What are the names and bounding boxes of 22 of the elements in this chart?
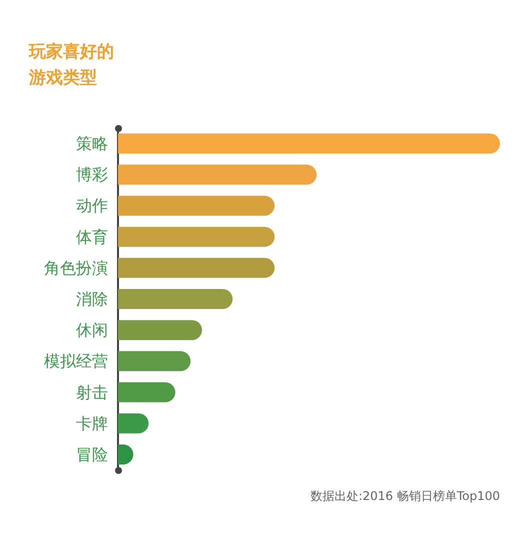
y-tick-label: 卡牌 [76,414,108,433]
bar [118,258,275,278]
bar [118,134,500,154]
y-tick-label: 体育 [76,227,108,246]
bar [118,196,275,216]
bar [118,382,176,402]
y-tick-label: 策略 [76,134,108,154]
y-tick-label: 冒险 [76,444,108,464]
y-tick-label: 动作 [76,196,108,216]
bar [118,320,202,340]
y-tick-label: 角色扮演 [44,258,108,278]
chart-title: 玩家喜好的游戏类型 [28,42,114,88]
bar [118,351,191,372]
text: 数据出处:2016 畅销日榜单Top100 [310,489,500,503]
y-tick-label: 模拟经营 [44,352,108,371]
y-tick-label: 博彩 [76,165,108,184]
bar [118,289,233,309]
y-tick-label: 射击 [76,382,108,402]
bar [118,164,317,185]
y-tick-label: 休闲 [76,320,108,340]
y-tick-label: 消除 [76,290,108,308]
bar [118,226,275,247]
